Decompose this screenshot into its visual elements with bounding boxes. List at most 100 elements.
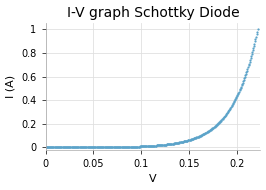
Point xyxy=(93,146,97,149)
Point xyxy=(191,137,196,140)
Point xyxy=(132,145,136,148)
Point xyxy=(237,90,241,93)
Point xyxy=(110,146,115,149)
Point xyxy=(146,145,150,148)
Point xyxy=(221,116,226,119)
Point xyxy=(57,146,61,149)
Point xyxy=(207,129,211,132)
Point xyxy=(173,142,177,145)
Point xyxy=(60,146,65,149)
Point xyxy=(64,146,68,149)
Point xyxy=(208,129,212,132)
Point xyxy=(238,86,243,89)
Point xyxy=(154,144,158,147)
Point xyxy=(175,141,180,144)
Point xyxy=(173,142,177,145)
Point xyxy=(56,146,60,149)
Point xyxy=(206,130,210,133)
Point xyxy=(251,49,255,52)
Point xyxy=(217,121,221,124)
Point xyxy=(121,146,125,149)
Point xyxy=(139,145,143,148)
Point xyxy=(205,131,209,134)
Point xyxy=(67,146,72,149)
Title: I-V graph Schottky Diode: I-V graph Schottky Diode xyxy=(67,6,239,20)
Point xyxy=(167,143,171,146)
Point xyxy=(231,101,236,104)
Point xyxy=(214,124,218,127)
Point xyxy=(159,144,164,147)
Point xyxy=(234,97,238,100)
Point xyxy=(110,146,114,149)
Point xyxy=(128,145,133,148)
Point xyxy=(67,146,71,149)
Point xyxy=(147,145,151,148)
Point xyxy=(176,141,181,144)
Point xyxy=(136,145,141,148)
Point xyxy=(141,145,146,148)
Point xyxy=(96,146,100,149)
Point xyxy=(143,145,148,148)
Point xyxy=(166,143,171,146)
Point xyxy=(172,142,176,145)
Point xyxy=(120,146,125,149)
Point xyxy=(182,140,186,143)
Point xyxy=(58,146,63,149)
Point xyxy=(252,44,256,47)
Point xyxy=(239,85,243,88)
Point xyxy=(210,127,215,130)
Point xyxy=(228,106,232,109)
Point xyxy=(157,144,161,147)
Point xyxy=(223,113,228,116)
Point xyxy=(113,146,117,149)
Point xyxy=(140,145,144,148)
Point xyxy=(155,144,159,147)
Point xyxy=(93,146,98,149)
Point xyxy=(248,59,252,62)
Point xyxy=(77,146,82,149)
Point xyxy=(72,146,76,149)
Point xyxy=(183,140,187,143)
Point xyxy=(195,136,199,139)
Point xyxy=(120,146,124,149)
Point xyxy=(71,146,75,149)
Point xyxy=(159,144,163,147)
Point xyxy=(75,146,79,149)
Point xyxy=(128,145,132,148)
Point xyxy=(192,137,197,140)
Point xyxy=(55,146,59,149)
Point xyxy=(81,146,85,149)
Point xyxy=(211,126,215,129)
Point xyxy=(191,137,195,140)
Point xyxy=(61,146,66,149)
Point xyxy=(160,143,165,146)
Point xyxy=(83,146,88,149)
Point xyxy=(77,146,81,149)
Point xyxy=(76,146,81,149)
Point xyxy=(57,146,61,149)
Point xyxy=(92,146,97,149)
Point xyxy=(232,99,237,102)
Point xyxy=(102,146,107,149)
Point xyxy=(94,146,99,149)
Point xyxy=(81,146,85,149)
Point xyxy=(123,145,127,148)
Point xyxy=(47,146,51,149)
Point xyxy=(123,145,127,148)
Point xyxy=(45,146,49,149)
Point xyxy=(74,146,78,149)
Point xyxy=(165,143,169,146)
Point xyxy=(209,128,214,131)
Point xyxy=(162,143,166,146)
Point xyxy=(122,146,126,149)
Point xyxy=(158,144,162,147)
Point xyxy=(63,146,67,149)
Point xyxy=(237,89,242,92)
Point xyxy=(90,146,94,149)
Point xyxy=(251,47,255,50)
Point xyxy=(205,131,209,134)
Point xyxy=(242,77,246,80)
Point xyxy=(124,145,128,148)
Point xyxy=(140,145,144,148)
Point xyxy=(131,145,135,148)
